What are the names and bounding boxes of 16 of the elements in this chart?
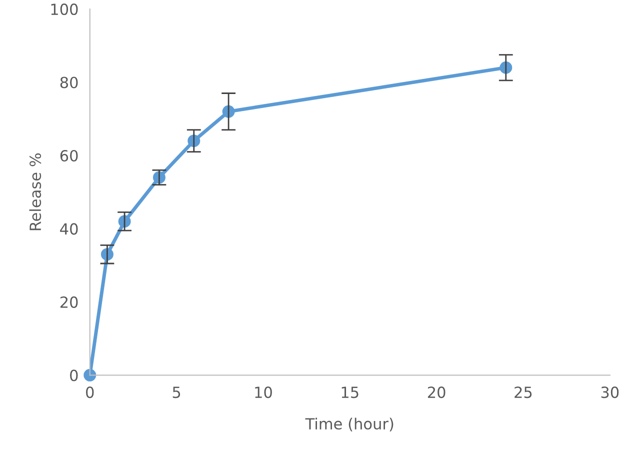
y-axis-title: Release % bbox=[29, 153, 42, 230]
x-tick-label: 15 bbox=[342, 386, 358, 398]
x-tick-label: 0 bbox=[86, 386, 94, 398]
x-axis-title: Time (hour) bbox=[305, 418, 394, 432]
y-tick-label: 100 bbox=[51, 4, 78, 16]
y-tick-label: 60 bbox=[60, 150, 78, 162]
x-tick-label: 20 bbox=[428, 386, 446, 398]
y-tick-label: 40 bbox=[60, 223, 78, 235]
y-tick-label: 20 bbox=[60, 296, 78, 308]
point bbox=[84, 368, 96, 382]
x-tick-label: 30 bbox=[601, 386, 619, 398]
x-tick-label: 10 bbox=[255, 386, 272, 398]
x-tick-label: 25 bbox=[514, 386, 532, 398]
y-tick-label: 80 bbox=[60, 76, 78, 88]
x-tick-label: 5 bbox=[172, 386, 180, 398]
y-tick-label: 0 bbox=[70, 370, 78, 382]
